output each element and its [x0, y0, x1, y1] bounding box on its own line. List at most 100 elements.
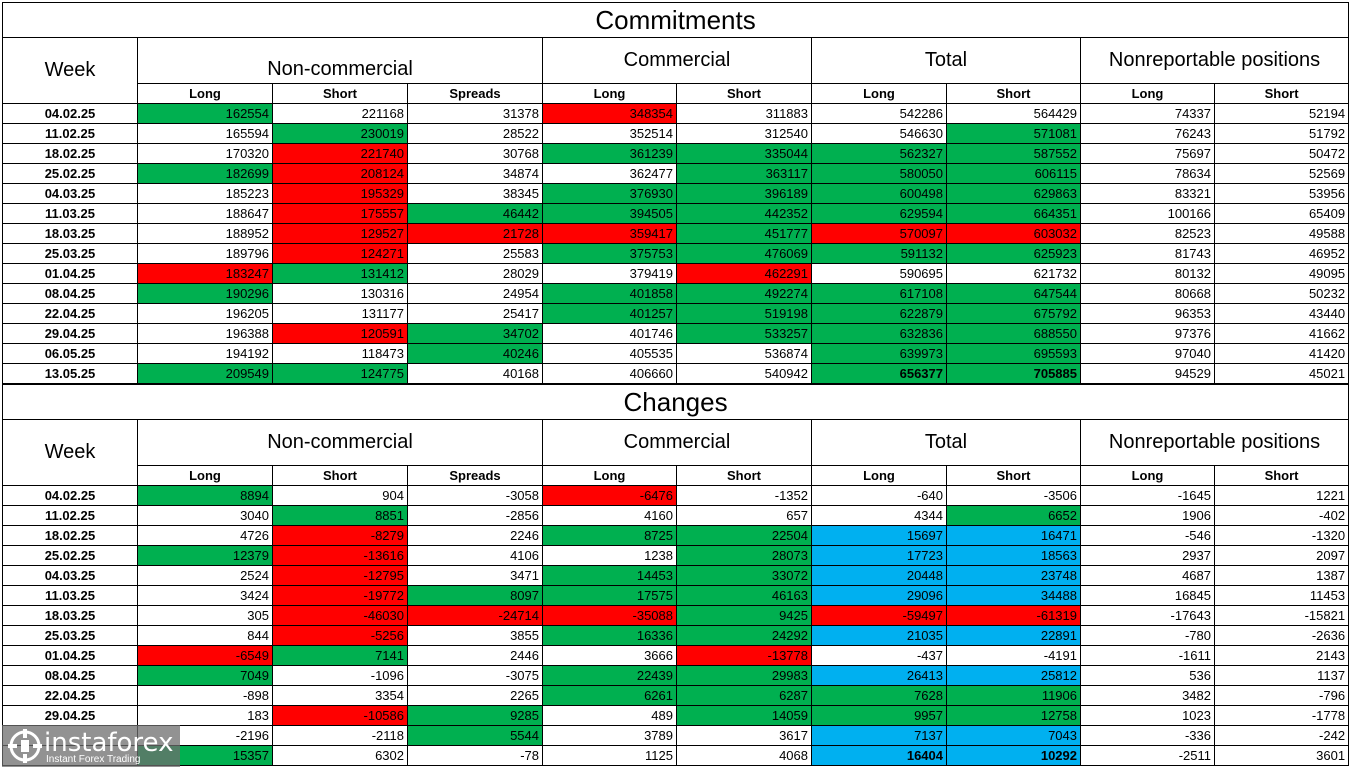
- value-cell: 363117: [676, 163, 812, 184]
- value-cell: -2511: [1080, 745, 1215, 766]
- value-cell: 4106: [407, 545, 543, 566]
- value-cell: 120591: [272, 323, 408, 344]
- value-cell: -3058: [407, 485, 543, 506]
- table-row: 06.05.25 194192 118473 40246 405535 536874 639…: [2, 343, 1350, 364]
- value-cell: 221168: [272, 103, 408, 124]
- value-cell: -61319: [946, 605, 1081, 626]
- value-cell: 629594: [811, 203, 947, 224]
- table-row: 08.04.25 7049 -1096 -3075 22439 29983 26413 258…: [2, 665, 1350, 686]
- watermark-tagline: Instant Forex Trading: [46, 754, 141, 765]
- value-cell: 312540: [676, 123, 812, 144]
- value-cell: -2856: [407, 505, 543, 526]
- value-cell: -1352: [676, 485, 812, 506]
- commitments-table: Commitments Week Non-commercial Commerci…: [1, 2, 1350, 384]
- value-cell: 22439: [542, 665, 677, 686]
- value-cell: 632836: [811, 323, 947, 344]
- value-cell: -1611: [1080, 645, 1215, 666]
- table-row: 18.02.25 4726 -8279 2246 8725 22504 15697 16471…: [2, 525, 1350, 546]
- value-cell: 489: [542, 705, 677, 726]
- value-cell: 536: [1080, 665, 1215, 686]
- value-cell: 379419: [542, 263, 677, 284]
- value-cell: 6261: [542, 685, 677, 706]
- subheader-spreads: Spreads: [407, 83, 543, 104]
- value-cell: 401257: [542, 303, 677, 324]
- value-cell: -13778: [676, 645, 812, 666]
- value-cell: 621732: [946, 263, 1081, 284]
- value-cell: 656377: [811, 363, 947, 384]
- value-cell: 28073: [676, 545, 812, 566]
- value-cell: 45021: [1213, 363, 1350, 384]
- value-cell: 28522: [407, 123, 543, 144]
- week-cell: 18.03.25: [2, 605, 138, 626]
- group-total: Total: [811, 419, 1081, 466]
- value-cell: 34488: [946, 585, 1081, 606]
- value-cell: 359417: [542, 223, 677, 244]
- week-cell: 04.02.25: [2, 103, 138, 124]
- value-cell: 23748: [946, 565, 1081, 586]
- value-cell: 131412: [272, 263, 408, 284]
- value-cell: 3855: [407, 625, 543, 646]
- table-row: 22.04.25 -898 3354 2265 6261 6287 7628 11906 348…: [2, 685, 1350, 706]
- value-cell: 124775: [272, 363, 408, 384]
- value-cell: 375753: [542, 243, 677, 264]
- value-cell: -3075: [407, 665, 543, 686]
- group-commercial: Commercial: [542, 37, 812, 84]
- subheader-row: Long Short Spreads Long Short Long Short…: [3, 465, 1350, 486]
- value-cell: 6302: [272, 745, 408, 766]
- value-cell: 9425: [676, 605, 812, 626]
- table-row: 04.02.25 162554 221168 31378 348354 311883 542…: [2, 103, 1350, 124]
- value-cell: -242: [1213, 725, 1350, 746]
- week-cell: 29.04.25: [2, 323, 138, 344]
- week-cell: 22.04.25: [2, 303, 138, 324]
- changes-table: Changes Week Non-commercial Commercial T…: [1, 384, 1350, 766]
- subheader-short: Short: [272, 465, 408, 486]
- week-cell: 25.02.25: [2, 163, 138, 184]
- value-cell: -898: [137, 685, 273, 706]
- value-cell: 51792: [1213, 123, 1350, 144]
- value-cell: 28029: [407, 263, 543, 284]
- value-cell: 542286: [811, 103, 947, 124]
- value-cell: 49095: [1213, 263, 1350, 284]
- week-cell: 13.05.25: [2, 363, 138, 384]
- value-cell: 401858: [542, 283, 677, 304]
- value-cell: -78: [407, 745, 543, 766]
- subheader-long: Long: [542, 83, 677, 104]
- value-cell: 405535: [542, 343, 677, 364]
- value-cell: 625923: [946, 243, 1081, 264]
- value-cell: 4726: [137, 525, 273, 546]
- value-cell: 348354: [542, 103, 677, 124]
- value-cell: 7049: [137, 665, 273, 686]
- value-cell: -1645: [1080, 485, 1215, 506]
- value-cell: -6549: [137, 645, 273, 666]
- value-cell: 362477: [542, 163, 677, 184]
- value-cell: 361239: [542, 143, 677, 164]
- value-cell: 75697: [1080, 143, 1215, 164]
- value-cell: 190296: [137, 283, 273, 304]
- value-cell: 4344: [811, 505, 947, 526]
- value-cell: 12379: [137, 545, 273, 566]
- subheader-row: Long Short Spreads Long Short Long Short…: [3, 83, 1350, 104]
- table-row: 29.04.25 196388 120591 34702 401746 533257 632…: [2, 323, 1350, 344]
- value-cell: 394505: [542, 203, 677, 224]
- week-cell: 01.04.25: [2, 263, 138, 284]
- value-cell: 52569: [1213, 163, 1350, 184]
- week-cell: 11.02.25: [2, 123, 138, 144]
- value-cell: 590695: [811, 263, 947, 284]
- week-cell: 22.04.25: [2, 685, 138, 706]
- value-cell: 80668: [1080, 283, 1215, 304]
- value-cell: 16471: [946, 525, 1081, 546]
- table-row: 11.03.25 3424 -19772 8097 17575 46163 29096 344…: [2, 585, 1350, 606]
- value-cell: 183: [137, 705, 273, 726]
- watermark-brand: instaforex: [44, 728, 174, 758]
- table-row: 15357 6302 -78 1125 4068 16404 10292 -2511 3601: [2, 745, 1350, 766]
- value-cell: -46030: [272, 605, 408, 626]
- table-row: 18.03.25 188952 129527 21728 359417 451777 570…: [2, 223, 1350, 244]
- value-cell: -336: [1080, 725, 1215, 746]
- group-total: Total: [811, 37, 1081, 84]
- value-cell: 600498: [811, 183, 947, 204]
- value-cell: 546630: [811, 123, 947, 144]
- value-cell: -19772: [272, 585, 408, 606]
- value-cell: 5544: [407, 725, 543, 746]
- value-cell: 50472: [1213, 143, 1350, 164]
